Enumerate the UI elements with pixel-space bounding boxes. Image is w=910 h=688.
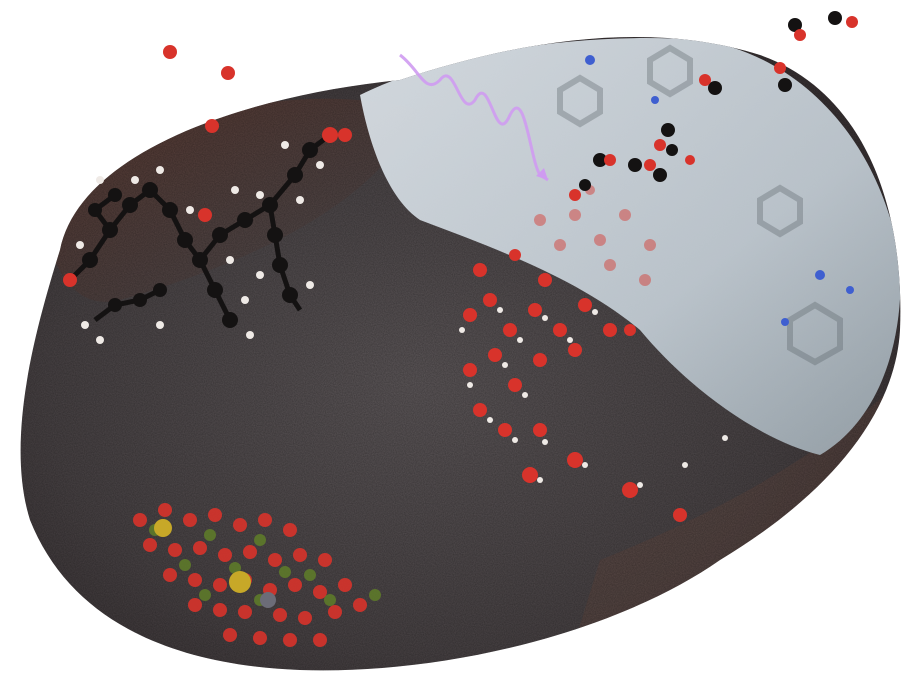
photon-arrowhead <box>536 168 548 180</box>
mineral-lattice <box>133 503 381 647</box>
photon-wave <box>399 53 549 182</box>
co2-molecules <box>163 11 858 201</box>
water-molecules <box>459 185 728 522</box>
organic-molecules <box>63 127 352 344</box>
ice-patch <box>360 38 901 455</box>
